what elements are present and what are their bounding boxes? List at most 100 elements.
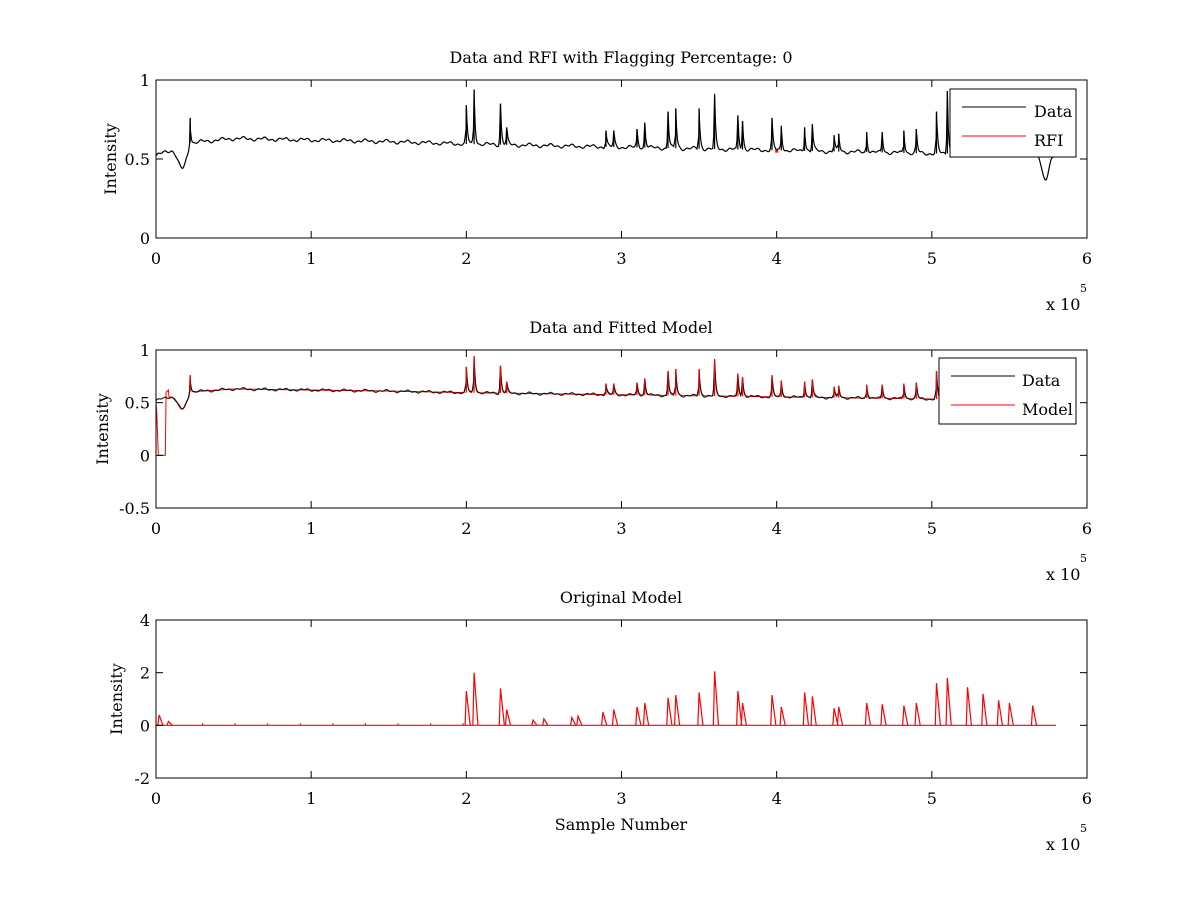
model-spike xyxy=(601,712,608,726)
legend-box xyxy=(949,88,1077,158)
model-spike xyxy=(157,714,164,726)
x-tick-label: 4 xyxy=(772,519,782,538)
data-series-line xyxy=(155,89,1056,181)
axis-ticks: 0 1 2 3 4 5 6-0.500.51 xyxy=(119,341,1092,538)
model-spike xyxy=(934,683,941,726)
model-spike xyxy=(166,720,173,726)
model-spike xyxy=(531,718,538,726)
x-tick-label: 1 xyxy=(306,519,316,538)
x-tick-label: 3 xyxy=(616,789,626,808)
legend-label-data: Data xyxy=(1022,371,1061,390)
x-axis-multiplier-exponent: 5 xyxy=(1080,282,1087,295)
model-spike xyxy=(810,696,817,726)
x-tick-label: 3 xyxy=(616,519,626,538)
legend-box xyxy=(938,357,1077,425)
model-spike xyxy=(965,687,972,726)
panel-title: Data and Fitted Model xyxy=(529,318,712,337)
y-tick-label: 4 xyxy=(140,611,150,630)
model-spike xyxy=(1030,705,1038,726)
axis-ticks: 0 1 2 3 4 5 6 0 0.5 1 xyxy=(125,71,1093,268)
y-axis-label: Intensity xyxy=(107,663,126,735)
legend-label-data: Data xyxy=(1034,102,1073,121)
y-tick-label: 1 xyxy=(140,341,150,360)
x-axis-multiplier-exponent: 5 xyxy=(1080,822,1087,835)
model-spike xyxy=(880,704,887,726)
x-axis-multiplier-exponent: 5 xyxy=(1080,552,1087,565)
model-spike xyxy=(996,700,1004,726)
y-tick-label: 0.5 xyxy=(125,150,150,169)
model-spike xyxy=(736,691,743,726)
y-tick-label: 2 xyxy=(140,664,150,683)
x-tick-label: 6 xyxy=(1082,789,1092,808)
x-tick-label: 5 xyxy=(927,789,937,808)
model-spike xyxy=(981,693,988,726)
model-spike xyxy=(802,692,810,726)
y-tick-label: -0.5 xyxy=(119,499,150,518)
model-spike xyxy=(635,706,642,726)
model-spike xyxy=(570,715,577,726)
x-axis-multiplier-base: x 10 xyxy=(1046,295,1080,314)
x-tick-label: 2 xyxy=(461,789,471,808)
model-spike xyxy=(740,702,748,726)
x-axis-multiplier-base: x 10 xyxy=(1046,565,1080,584)
model-spike xyxy=(945,677,952,726)
x-tick-label: 4 xyxy=(772,789,782,808)
model-spike xyxy=(712,671,720,726)
x-tick-label: 0 xyxy=(151,789,161,808)
data-series-line xyxy=(155,356,963,410)
model-spike xyxy=(864,702,872,726)
model-spike xyxy=(770,694,777,726)
rfi-point xyxy=(775,149,779,153)
legend: Data Model xyxy=(938,357,1077,425)
y-tick-label: 0.5 xyxy=(125,394,150,413)
model-spike xyxy=(542,717,549,726)
legend-label-rfi: RFI xyxy=(1034,131,1063,150)
panel-title: Original Model xyxy=(560,588,682,607)
y-tick-label: 1 xyxy=(140,71,150,90)
x-tick-label: 0 xyxy=(151,519,161,538)
model-spike xyxy=(902,705,909,726)
x-axis-multiplier-base: x 10 xyxy=(1046,835,1080,854)
panel-title: Data and RFI with Flagging Percentage: 0 xyxy=(449,48,792,67)
model-spike xyxy=(498,688,505,726)
model-spike xyxy=(832,708,839,726)
x-tick-label: 2 xyxy=(461,249,471,268)
panel-data-and-fitted-model: Data and Fitted Model Intensity x 10 5 0… xyxy=(93,318,1092,584)
x-tick-label: 6 xyxy=(1082,519,1092,538)
model-spike xyxy=(642,702,650,726)
model-spike xyxy=(576,713,583,726)
model-spike xyxy=(472,672,479,726)
y-tick-label: 0 xyxy=(140,446,150,465)
plot-area xyxy=(155,619,1088,779)
x-tick-label: 2 xyxy=(461,519,471,538)
model-spike xyxy=(666,697,673,726)
model-spike xyxy=(673,694,681,726)
model-spike xyxy=(464,691,471,726)
x-tick-label: 1 xyxy=(306,789,316,808)
panel-original-model: Original Model Intensity Sample Number x… xyxy=(107,588,1092,854)
model-spike xyxy=(914,702,921,726)
y-axis-label: Intensity xyxy=(101,123,120,195)
model-spike xyxy=(611,709,619,726)
x-tick-label: 5 xyxy=(927,249,937,268)
x-tick-label: 0 xyxy=(151,249,161,268)
x-tick-label: 3 xyxy=(616,249,626,268)
x-tick-label: 4 xyxy=(772,249,782,268)
x-tick-label: 1 xyxy=(306,249,316,268)
y-tick-label: 0 xyxy=(140,716,150,735)
x-axis-label: Sample Number xyxy=(555,815,688,834)
legend-label-model: Model xyxy=(1022,400,1073,419)
y-axis-label: Intensity xyxy=(93,393,112,465)
panel-data-and-rfi: Data and RFI with Flagging Percentage: 0… xyxy=(101,48,1092,314)
y-tick-label: -2 xyxy=(134,769,150,788)
x-tick-label: 6 xyxy=(1082,249,1092,268)
legend: Data RFI xyxy=(949,88,1077,158)
model-spike xyxy=(779,706,786,726)
x-tick-label: 5 xyxy=(927,519,937,538)
y-tick-label: 0 xyxy=(140,229,150,248)
model-spike xyxy=(504,709,512,726)
model-spike xyxy=(836,706,844,726)
model-spike xyxy=(1007,702,1014,726)
